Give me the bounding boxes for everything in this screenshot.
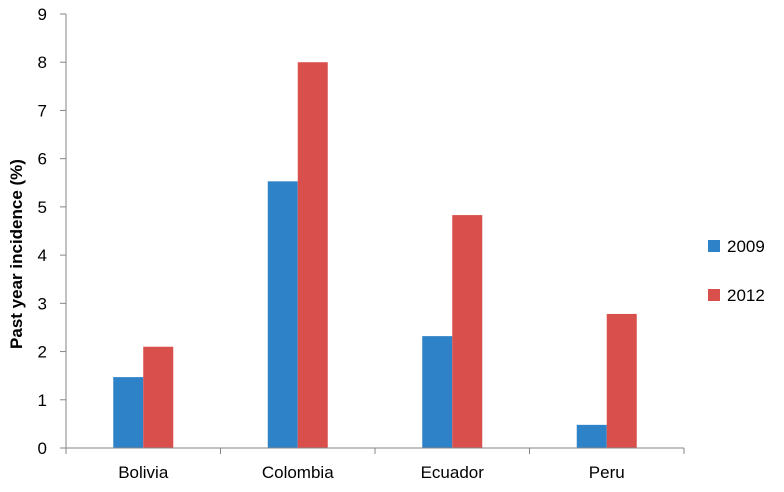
bar-2012-colombia <box>297 62 328 448</box>
legend-swatch-2009 <box>708 240 720 252</box>
y-tick-label: 3 <box>38 294 47 313</box>
y-tick-label: 6 <box>38 150 47 169</box>
legend-label-2009: 2009 <box>727 237 765 256</box>
bar-2009-colombia <box>267 181 298 448</box>
bar-2009-ecuador <box>422 336 453 448</box>
y-axis: 0 1 2 3 4 5 6 7 8 9 <box>38 5 67 458</box>
legend-label-2012: 2012 <box>727 286 765 305</box>
x-tick-label: Colombia <box>262 463 334 482</box>
bar-2012-ecuador <box>452 215 483 448</box>
y-tick-label: 9 <box>38 5 47 24</box>
legend-swatch-2012 <box>708 289 720 301</box>
y-tick-label: 7 <box>38 101 47 120</box>
y-tick-label: 2 <box>38 343 47 362</box>
x-tick-label: Bolivia <box>118 463 169 482</box>
bar-2012-bolivia <box>143 346 174 448</box>
bar-2012-peru <box>606 313 637 448</box>
bars-group <box>113 62 637 448</box>
x-tick-label: Ecuador <box>421 463 485 482</box>
y-tick-label: 8 <box>38 53 47 72</box>
y-axis-title: Past year incidence (%) <box>7 159 26 349</box>
y-tick-label: 4 <box>38 246 47 265</box>
x-tick-label: Peru <box>589 463 625 482</box>
y-tick-label: 0 <box>38 439 47 458</box>
bar-2009-peru <box>576 424 607 448</box>
y-tick-label: 5 <box>38 198 47 217</box>
bar-2009-bolivia <box>113 377 144 448</box>
y-tick-label: 1 <box>38 391 47 410</box>
legend: 2009 2012 <box>708 237 765 305</box>
x-axis: Bolivia Colombia Ecuador Peru <box>65 447 685 482</box>
